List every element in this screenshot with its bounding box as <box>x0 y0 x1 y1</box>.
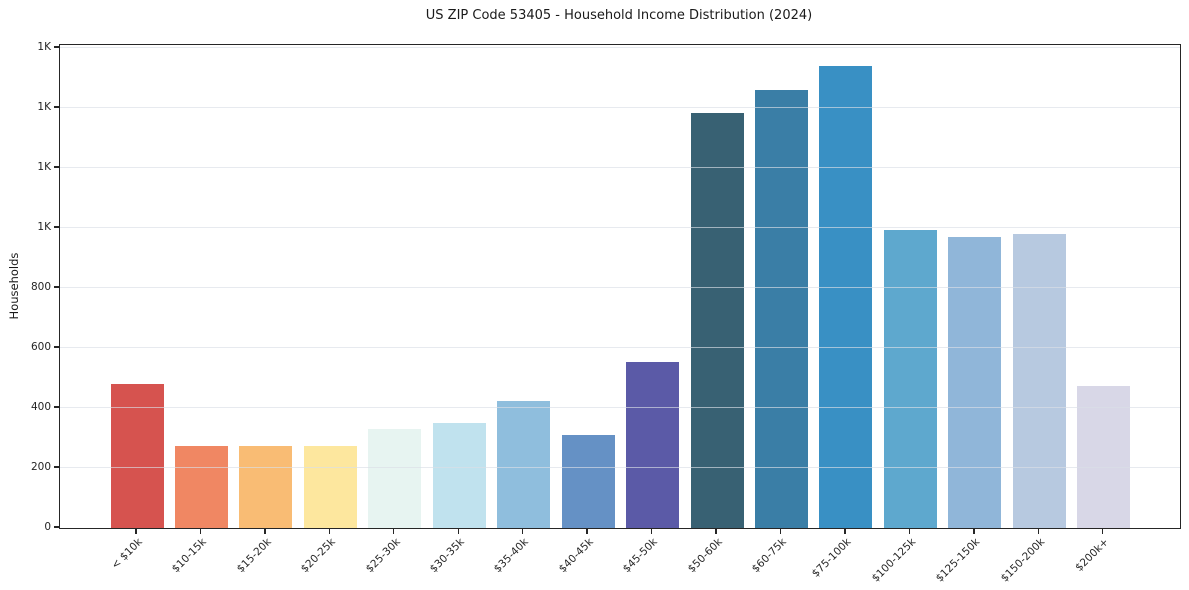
y-tick-label: 1K <box>37 161 51 173</box>
bar-16 <box>1077 385 1131 528</box>
x-tick-mark <box>650 528 653 534</box>
bar-3 <box>239 445 293 528</box>
x-tick-label: $10-15k <box>169 535 209 575</box>
y-tick-mark <box>54 226 59 228</box>
gridline <box>60 47 1180 48</box>
bar-1 <box>110 384 164 528</box>
x-tick-mark <box>973 528 975 534</box>
y-tick-label: 400 <box>30 401 51 413</box>
plot-area <box>59 44 1181 529</box>
y-tick-mark <box>54 526 59 528</box>
x-tick-label: $75-100k <box>809 535 854 580</box>
gridline <box>60 107 1180 108</box>
x-tick-label: $40-45k <box>556 535 596 575</box>
x-tick-label: $50-60k <box>685 535 725 575</box>
bar-4 <box>303 445 357 528</box>
bar-5 <box>368 429 422 528</box>
x-tick-label: $25-30k <box>363 535 403 575</box>
bar-7 <box>497 400 551 528</box>
x-tick-mark <box>1037 528 1039 534</box>
x-tick-label: $100-125k <box>869 535 918 585</box>
y-tick-mark <box>54 166 59 168</box>
y-tick-label: 1K <box>37 41 51 53</box>
x-tick-mark <box>586 528 588 534</box>
bar-11 <box>755 90 808 528</box>
x-tick-label: $35-40k <box>492 535 532 575</box>
y-tick-label: 200 <box>30 461 51 473</box>
y-tick-mark <box>54 346 59 348</box>
y-tick-mark <box>54 46 59 48</box>
x-tick-label: $20-25k <box>298 535 338 575</box>
y-tick-label: 1K <box>37 221 51 233</box>
chart-title: US ZIP Code 53405 - Household Income Dis… <box>425 8 813 23</box>
x-tick-mark <box>457 528 459 534</box>
y-tick-label: 600 <box>30 341 51 353</box>
x-tick-mark <box>844 528 846 534</box>
y-tick-mark <box>54 406 59 408</box>
x-tick-mark <box>199 528 202 534</box>
x-tick-mark <box>522 528 524 534</box>
bar-10 <box>690 112 744 528</box>
bar-13 <box>883 229 937 528</box>
y-tick-label: 1K <box>37 101 51 113</box>
x-tick-label: $60-75k <box>749 535 789 575</box>
bar-6 <box>432 423 486 528</box>
gridline <box>60 227 1180 228</box>
y-tick-label: 0 <box>44 521 51 533</box>
x-tick-mark <box>393 528 395 534</box>
x-tick-label: $15-20k <box>234 535 274 575</box>
gridline <box>60 167 1180 168</box>
x-tick-mark <box>264 528 266 534</box>
x-tick-mark <box>1102 528 1104 534</box>
y-tick-mark <box>54 286 59 288</box>
x-tick-label: $125-150k <box>933 535 983 585</box>
bar-8 <box>561 435 615 528</box>
y-tick-label: 800 <box>30 281 51 293</box>
x-tick-label: $30-35k <box>427 535 467 575</box>
x-tick-label: $45-50k <box>620 535 661 575</box>
bar-12 <box>819 66 873 528</box>
y-tick-mark <box>54 466 59 468</box>
bar-9 <box>626 361 680 528</box>
x-tick-mark <box>779 528 782 534</box>
bar-14 <box>948 237 1002 528</box>
x-tick-mark <box>135 528 137 534</box>
x-tick-label: $150-200k <box>998 535 1047 585</box>
x-tick-mark <box>715 528 717 534</box>
bar-2 <box>174 445 228 528</box>
x-tick-mark <box>908 528 911 534</box>
bar-15 <box>1012 234 1066 528</box>
y-tick-mark <box>54 106 59 108</box>
x-tick-label: $200k+ <box>1073 535 1112 574</box>
x-tick-label: < $10k <box>108 535 145 572</box>
x-tick-mark <box>328 528 331 534</box>
